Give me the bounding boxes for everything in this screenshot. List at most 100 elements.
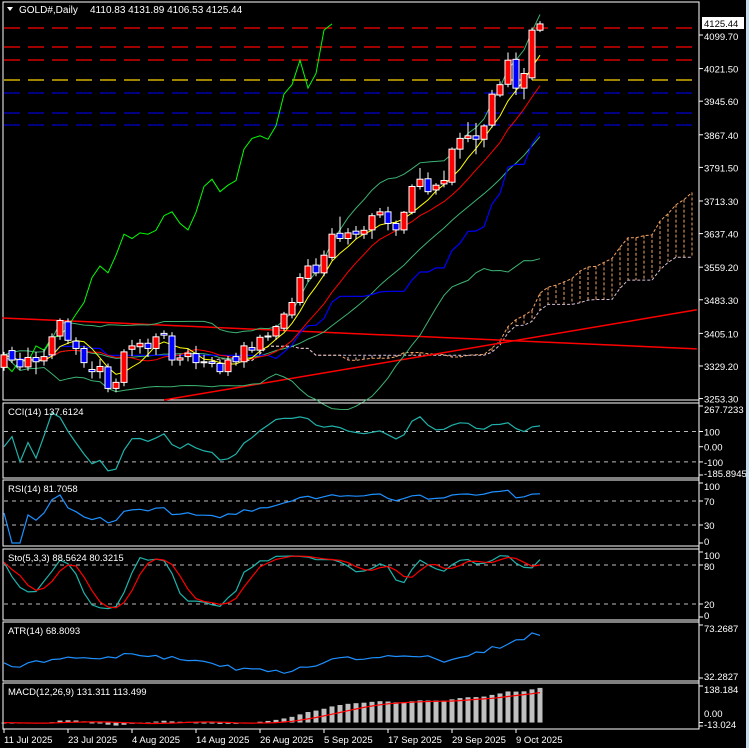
candle-body [280, 313, 288, 329]
candle [240, 342, 248, 368]
candle [376, 207, 384, 218]
macd-label: MACD(12,26,9) 131.311 113.499 [8, 687, 147, 698]
macd-histogram-bar [97, 722, 103, 724]
macd-signal-line [3, 692, 541, 725]
candle [120, 349, 128, 387]
candle-body [64, 321, 72, 341]
trend-line [2, 317, 697, 350]
price-tick-label: 3867.40 [704, 131, 738, 142]
stochastic-signal-line [3, 555, 541, 609]
candle [200, 354, 208, 368]
macd-pane[interactable]: MACD(12,26,9) 131.311 113.499 [1, 682, 700, 730]
candle [80, 345, 88, 368]
macd-histogram-bar [225, 722, 231, 724]
candle [528, 27, 536, 80]
atr-line [3, 632, 541, 674]
candle-body [224, 359, 232, 373]
macd-histogram-bar [257, 721, 263, 723]
candle-body [336, 232, 344, 239]
candle-body [208, 361, 216, 364]
price-axis: 4099.70 4021.50 3945.60 3867.40 3791.50 3713.… [698, 2, 738, 729]
current-price-label: 4125.44 [704, 19, 738, 30]
candle [48, 333, 56, 360]
date-tick-label: 5 Sep 2025 [324, 735, 373, 746]
candle [152, 333, 160, 355]
atr-label: ATR(14) 68.8093 [8, 626, 80, 637]
candle-body [384, 211, 392, 224]
candle-body [328, 233, 336, 258]
macd-histogram-bar [433, 700, 439, 723]
cci-pane-border [2, 402, 700, 479]
candles [0, 21, 544, 393]
candle [40, 349, 48, 366]
candle-body [200, 361, 208, 364]
price-tick-label: 3945.60 [704, 97, 738, 108]
rsi-pane[interactable]: RSI(14) 81.7058 [2, 479, 700, 547]
macd-histogram-bar [385, 701, 391, 723]
price-tick-label: 4021.50 [704, 65, 738, 76]
macd-histogram-bar [113, 722, 119, 726]
price-pane[interactable]: GOLD#,Daily 4110.83 4131.89 4106.53 4125… [0, 1, 700, 411]
sto-axis-label: 100 [704, 551, 720, 562]
candle [520, 67, 528, 100]
candle-body [32, 356, 40, 363]
price-tick-label: 3791.50 [704, 163, 738, 174]
price-tick-label: 3559.20 [704, 263, 738, 274]
price-tick-label: 3637.40 [704, 230, 738, 241]
candle-body [248, 347, 256, 351]
sto-axis-label: 0 [704, 611, 709, 622]
macd-histogram-bar [505, 691, 511, 723]
macd-histogram-bar [449, 699, 455, 723]
candle [232, 352, 240, 366]
date-tick-label: 11 Jul 2025 [4, 735, 52, 746]
candle-body [176, 357, 184, 361]
candle [352, 226, 360, 240]
candle [104, 363, 112, 393]
macd-pane-border [2, 682, 700, 730]
cci-label: CCI(14) 137.6124 [8, 407, 84, 418]
candle-body [128, 345, 136, 350]
macd-axis-label: 0.00 [704, 709, 723, 720]
candle [456, 132, 464, 159]
date-tick-label: 14 Aug 2025 [196, 735, 249, 746]
macd-histogram-bar [289, 716, 295, 723]
candle-body [272, 326, 280, 337]
stochastic-main-line [3, 555, 541, 610]
candle-body [344, 232, 352, 239]
candle [344, 228, 352, 245]
candle [112, 378, 120, 393]
candle-body [104, 366, 112, 389]
candle-body [408, 186, 416, 213]
candle [312, 258, 320, 277]
candle [216, 359, 224, 375]
price-tick-label: 3329.20 [704, 362, 738, 373]
rsi-axis-label: 100 [704, 482, 720, 493]
macd-axis-label: 138.184 [704, 685, 738, 696]
candle-body [392, 222, 400, 231]
fast-moving-average [3, 54, 541, 375]
atr-pane[interactable]: ATR(14) 68.8093 [2, 621, 700, 682]
candle-body [72, 340, 80, 349]
price-tick-label: 3405.10 [704, 329, 738, 340]
candle [136, 338, 144, 354]
macd-histogram-bar [377, 701, 383, 723]
cci-pane[interactable]: CCI(14) 137.6124 [2, 402, 700, 479]
dropdown-triangle-icon[interactable] [7, 7, 13, 11]
candle [384, 206, 392, 231]
cci-line [3, 411, 541, 472]
candle-body [440, 179, 448, 185]
cci-axis-label: 0.00 [704, 443, 723, 454]
sto-pane[interactable]: Sto(5,3,3) 88.5624 80.3215 [2, 548, 700, 621]
candle [512, 52, 520, 96]
macd-histogram-bar [265, 720, 271, 723]
window-edge [746, 0, 749, 748]
candle [64, 318, 72, 345]
macd-histogram-bar [153, 721, 159, 723]
date-tick-label: 29 Sep 2025 [452, 735, 506, 746]
macd-histogram-bar [521, 691, 527, 723]
macd-histogram-bar [425, 700, 431, 723]
candle-body [48, 336, 56, 356]
candle-body [320, 254, 328, 274]
date-axis: 11 Jul 2025 23 Jul 2025 4 Aug 2025 14 Aug 2… [3, 729, 562, 746]
